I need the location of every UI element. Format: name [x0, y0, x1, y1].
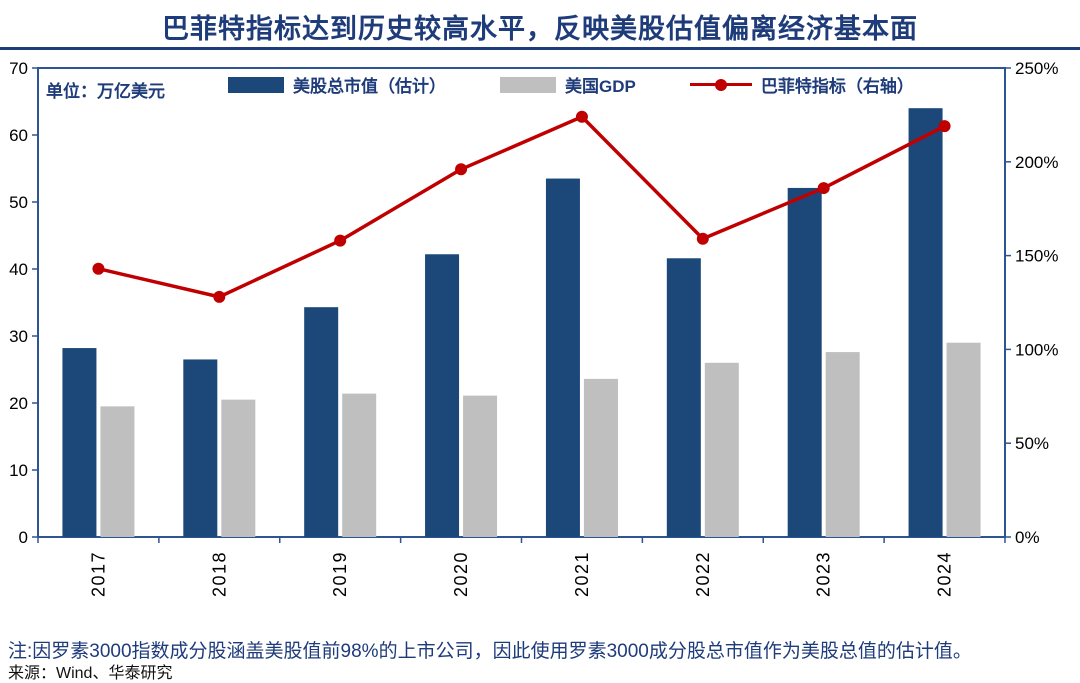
- legend-bar-swatch-icon: [228, 76, 284, 93]
- legend-label: 巴菲特指标（右轴）: [760, 77, 914, 96]
- x-axis-label: 2020: [451, 551, 471, 597]
- legend-bar-swatch-icon: [500, 76, 556, 93]
- legend-label: 美国GDP: [565, 77, 636, 96]
- chart-area: 0 10 20 30 40 50 60 70 0% 50% 100% 150% 200% 250% 2017…: [0, 50, 1080, 628]
- legend-item: 美国GDP: [500, 72, 636, 97]
- bar-gdp: [463, 395, 498, 537]
- right-axis-label: 200%: [1015, 153, 1058, 172]
- x-axis-label: 2023: [814, 551, 834, 597]
- bar-gdp: [221, 399, 256, 537]
- chart-canvas: 0 10 20 30 40 50 60 70 0% 50% 100% 150% 200% 250% 2017…: [9, 59, 1058, 597]
- bar-gdp: [100, 406, 135, 537]
- x-axis-label: 2018: [209, 551, 229, 597]
- left-axis-label: 0: [19, 528, 28, 547]
- right-axis-label: 50%: [1015, 434, 1049, 453]
- source-label: 来源：Wind、华泰研究: [8, 665, 173, 682]
- left-axis-label: 20: [9, 394, 28, 413]
- bar-marketcap: [666, 258, 701, 537]
- x-axis-label: 2022: [693, 551, 713, 597]
- chart-title: 巴菲特指标达到历史较高水平，反映美股估值偏离经济基本面: [162, 14, 918, 44]
- bar-gdp: [704, 362, 739, 537]
- chart-legend: 美股总市值（估计） 美国GDP 巴菲特指标（右轴）: [228, 72, 914, 97]
- bar-marketcap: [183, 359, 218, 537]
- x-axis-label: 2017: [88, 551, 108, 597]
- buffett-line-marker: [575, 110, 588, 123]
- bar-marketcap: [545, 178, 580, 538]
- x-axis-label: 2024: [935, 551, 955, 597]
- plot-border: [37, 67, 1006, 538]
- buffett-line-marker: [938, 120, 951, 133]
- left-axis-label: 60: [9, 126, 28, 145]
- legend-line-swatch-icon: [689, 77, 752, 93]
- unit-label: 单位：万亿美元: [46, 82, 165, 101]
- buffett-indicator-line: [98, 115, 946, 299]
- buffett-line-marker: [334, 234, 347, 247]
- buffett-line-marker: [817, 182, 830, 195]
- bar-marketcap: [62, 348, 97, 537]
- bar-gdp: [825, 352, 860, 537]
- x-axis-label: 2021: [572, 551, 592, 597]
- right-axis-label: 100%: [1015, 340, 1058, 359]
- bar-marketcap: [425, 254, 460, 537]
- legend-label: 美股总市值（估计）: [293, 77, 446, 96]
- left-axis-label: 40: [9, 260, 28, 279]
- bar-marketcap: [908, 108, 943, 537]
- left-axis-label: 10: [9, 461, 28, 480]
- title-divider: [0, 47, 1080, 50]
- bar-marketcap: [304, 307, 339, 537]
- legend-item: 巴菲特指标（右轴）: [689, 72, 914, 97]
- right-axis-label: 150%: [1015, 247, 1058, 266]
- buffett-line-marker: [696, 232, 709, 245]
- bar-marketcap: [787, 187, 822, 537]
- bar-gdp: [583, 378, 618, 537]
- left-axis-label: 50: [9, 193, 28, 212]
- left-axis-label: 30: [9, 327, 28, 346]
- right-axis-label: 0%: [1015, 528, 1040, 547]
- legend-item: 美股总市值（估计）: [228, 72, 446, 97]
- left-axis-label: 70: [9, 59, 28, 78]
- buffett-line-marker: [213, 290, 226, 303]
- buffett-line-marker: [92, 262, 105, 275]
- footnote: 注:因罗素3000指数成分股涵盖美股值前98%的上市公司，因此使用罗素3000成…: [8, 641, 972, 662]
- bar-gdp: [342, 393, 377, 537]
- buffett-line-marker: [455, 163, 468, 176]
- bar-gdp: [946, 342, 981, 537]
- x-axis-label: 2019: [330, 551, 350, 597]
- right-axis-label: 250%: [1015, 59, 1058, 78]
